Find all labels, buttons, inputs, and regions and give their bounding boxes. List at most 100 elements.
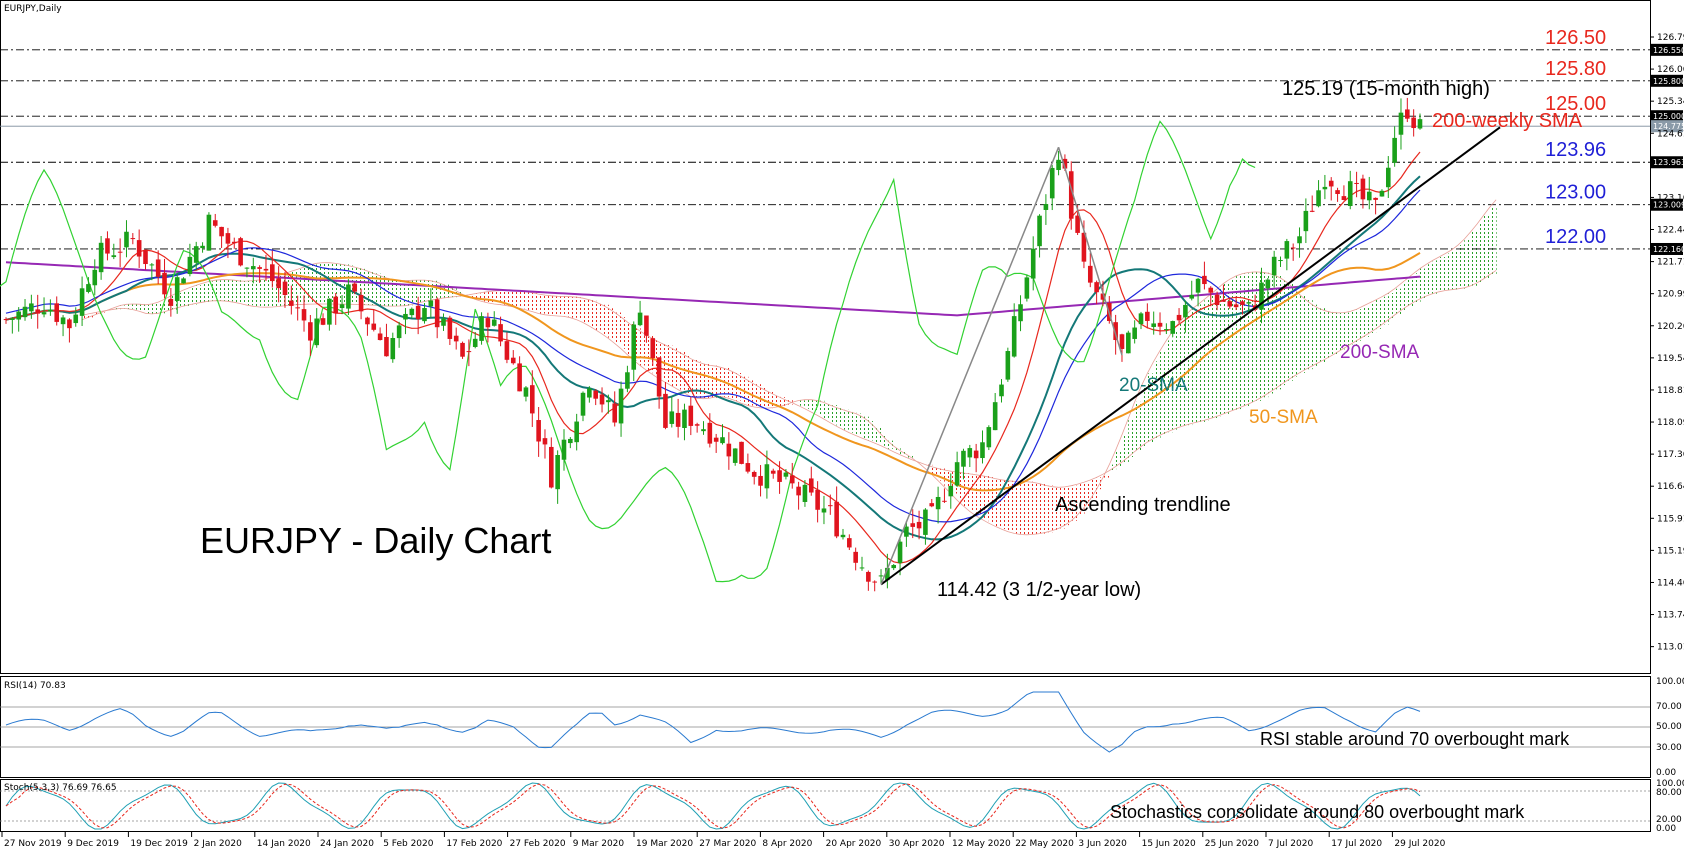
y-tick-label: 125.340	[1657, 97, 1684, 107]
cloud-segment	[1052, 486, 1060, 531]
stoch-tick: 80.00	[1656, 788, 1682, 798]
candle-body	[1119, 334, 1125, 349]
candle-body	[181, 278, 186, 284]
candle-body	[669, 411, 675, 424]
candle-body	[35, 309, 41, 314]
candle-body	[935, 496, 941, 510]
candle-body	[770, 470, 776, 474]
candle-body	[155, 259, 161, 277]
candle-body	[1176, 314, 1182, 321]
sma20-label: 20-SMA	[1119, 375, 1188, 396]
candle-body	[1354, 182, 1359, 184]
candle-body	[105, 238, 110, 254]
cloud-segment	[1324, 310, 1332, 360]
senkou-a-line	[81, 199, 1497, 536]
candle-body	[1087, 265, 1093, 283]
candle-body	[346, 284, 351, 309]
cloud-segment	[1242, 273, 1250, 407]
rsi-lines	[0, 691, 1650, 753]
rsi-tick: 100.00	[1656, 677, 1684, 687]
cloud-segment	[792, 402, 800, 404]
cloud-segment	[570, 296, 578, 318]
cloud-segment	[284, 273, 292, 306]
candle-body	[808, 478, 814, 493]
candle-body	[352, 283, 358, 292]
cloud-segment	[741, 376, 749, 404]
candle-body	[403, 313, 408, 320]
cloud-segment	[614, 312, 622, 344]
candle-body	[98, 242, 104, 273]
candle-body	[187, 256, 193, 275]
candle-body	[821, 508, 827, 513]
cloud-segment	[373, 273, 381, 306]
y-tick-label: 124.615	[1657, 129, 1684, 139]
cloud-segment	[798, 400, 806, 406]
candle-body	[1183, 304, 1188, 318]
cloud-segment	[1445, 253, 1453, 291]
candle-body	[1138, 313, 1144, 325]
cloud-segment	[1267, 273, 1275, 394]
cloud-segment	[107, 310, 115, 312]
cloud-segment	[513, 290, 521, 307]
candle-body	[339, 304, 345, 309]
cloud-segment	[240, 281, 248, 304]
candle-body	[1392, 137, 1397, 163]
cloud-segment	[919, 462, 926, 464]
candle-body	[289, 300, 294, 306]
cloud-segment	[1274, 274, 1282, 390]
candle-body	[587, 388, 592, 398]
cloud-segment	[481, 292, 489, 302]
candle-body	[327, 298, 332, 325]
candle-body	[783, 472, 789, 477]
cloud-segment	[1489, 207, 1497, 275]
candle-body	[688, 405, 694, 426]
candle-body	[1056, 159, 1061, 171]
level-label: 123.00	[1545, 182, 1606, 204]
level-price-tag	[1651, 156, 1683, 169]
candle-body	[472, 338, 478, 347]
x-tick-label: 24 Jan 2020	[320, 839, 374, 849]
candle-body	[250, 266, 256, 270]
cloud-segment	[1483, 215, 1491, 279]
cloud-segment	[709, 365, 717, 399]
candlesticks	[3, 97, 1501, 592]
cloud-segment	[291, 271, 299, 306]
candle-body	[1075, 215, 1080, 233]
cloud-segment	[386, 277, 394, 306]
cloud-segment	[583, 298, 590, 323]
x-tick-label: 30 Apr 2020	[889, 839, 945, 849]
candle-body	[308, 322, 313, 341]
cloud-segment	[1388, 293, 1396, 320]
candle-body	[384, 336, 389, 357]
candle-body	[885, 567, 890, 581]
candle-body	[764, 464, 770, 489]
cloud-segment	[139, 304, 146, 312]
cloud-segment	[405, 280, 413, 306]
y-tick-label: 113.740	[1657, 611, 1684, 621]
cloud-segment	[773, 394, 781, 408]
candle-body	[1290, 247, 1296, 249]
candle-body	[16, 311, 21, 320]
y-tick-label: 123.165	[1657, 193, 1684, 203]
candle-body	[536, 420, 541, 442]
candle-body	[1214, 294, 1220, 306]
level-price-tag-text: 122.160	[1653, 245, 1684, 254]
candle-body	[54, 303, 60, 322]
cloud-segment	[1407, 278, 1415, 307]
candle-body	[1373, 197, 1378, 200]
x-tick-label: 27 Mar 2020	[699, 839, 756, 849]
cloud-segment	[1204, 299, 1212, 421]
candle-body	[143, 250, 148, 265]
cloud-segment	[532, 292, 540, 312]
rsi-line	[5, 691, 1421, 753]
level-label: 122.00	[1545, 226, 1606, 248]
cloud-segment	[158, 302, 166, 314]
cloud-segment	[437, 282, 445, 299]
rsi-note: RSI stable around 70 overbought mark	[1260, 729, 1570, 749]
candle-body	[644, 315, 649, 336]
stoch-header: Stoch(5,3,3) 76.69 76.65	[4, 783, 117, 793]
candle-body	[371, 323, 377, 330]
sma50-label: 50-SMA	[1249, 407, 1318, 428]
cloud-segment	[177, 292, 185, 308]
candle-body	[1113, 322, 1118, 341]
